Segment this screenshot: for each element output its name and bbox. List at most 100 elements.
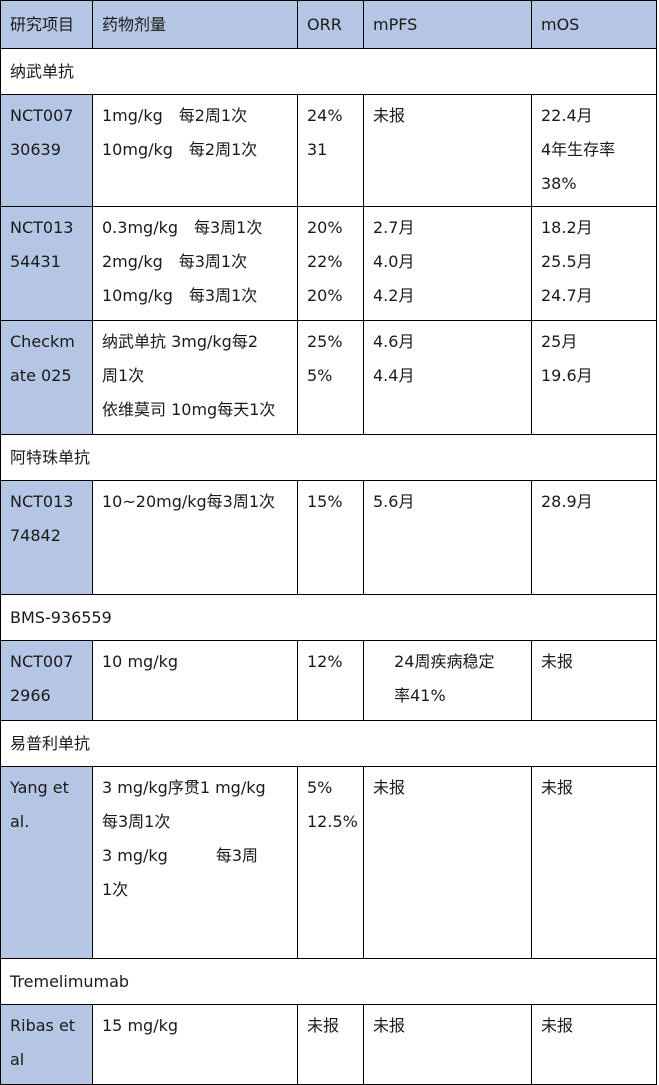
- orr-cell: 未报: [297, 1004, 364, 1085]
- mpfs-line: 2.7月: [373, 218, 415, 237]
- study-line: NCT007: [10, 652, 74, 671]
- table-row: Ribas et al 15 mg/kg 未报 未报 未报: [0, 1004, 657, 1085]
- mos-cell: 未报: [531, 640, 657, 721]
- mpfs-line: 4.4月: [373, 366, 415, 385]
- dose-cell: 15 mg/kg: [92, 1004, 298, 1085]
- mpfs-cell: 2.7月 4.0月 4.2月: [363, 206, 532, 321]
- study-cell: Yang et al.: [0, 766, 93, 959]
- orr-line: 24%: [307, 106, 343, 125]
- mpfs-cell: 未报: [363, 766, 532, 959]
- dose-line: 0.3mg/kg 每3周1次: [102, 218, 263, 237]
- orr-cell: 12%: [297, 640, 364, 721]
- group-row: 纳武单抗: [0, 48, 657, 95]
- dose-line: 10 mg/kg: [102, 652, 178, 671]
- table-row: NCT007 2966 10 mg/kg 12% 24周疾病稳定 率41% 未报: [0, 640, 657, 721]
- orr-line: 5%: [307, 366, 333, 385]
- study-cell: NCT013 74842: [0, 480, 93, 595]
- dose-cell: 纳武单抗 3mg/kg每2 周1次 依维莫司 10mg每天1次: [92, 320, 298, 435]
- mpfs-cell: 未报: [363, 94, 532, 207]
- mpfs-cell: 5.6月: [363, 480, 532, 595]
- mos-cell: 22.4月 4年生存率 38%: [531, 94, 657, 207]
- mos-line: 4年生存率: [541, 140, 616, 159]
- dose-cell: 0.3mg/kg 每3周1次 2mg/kg 每3周1次 10mg/kg 每3周1次: [92, 206, 298, 321]
- mpfs-line: 5.6月: [373, 492, 415, 511]
- mpfs-cell: 未报: [363, 1004, 532, 1085]
- dose-cell: 10 mg/kg: [92, 640, 298, 721]
- dose-line: 10mg/kg 每3周1次: [102, 286, 258, 305]
- mpfs-line: 未报: [373, 778, 406, 797]
- dose-line: 每3周1次: [102, 812, 171, 831]
- table-row: Yang et al. 3 mg/kg序贯1 mg/kg 每3周1次 3 mg/kg …: [0, 766, 657, 959]
- mos-line: 19.6月: [541, 366, 593, 385]
- orr-line: 31: [307, 140, 328, 159]
- study-line: Yang et: [10, 778, 69, 797]
- group-row: BMS-936559: [0, 594, 657, 641]
- study-cell: NCT007 2966: [0, 640, 93, 721]
- mos-line: 24.7月: [541, 286, 593, 305]
- dose-line: 10~20mg/kg每3周1次: [102, 492, 276, 511]
- study-line: 74842: [10, 526, 61, 545]
- orr-cell: 20% 22% 20%: [297, 206, 364, 321]
- mpfs-cell: 4.6月 4.4月: [363, 320, 532, 435]
- group-title: 易普利单抗: [0, 720, 657, 767]
- mpfs-cell: 24周疾病稳定 率41%: [363, 640, 532, 721]
- dose-cell: 3 mg/kg序贯1 mg/kg 每3周1次 3 mg/kg 每3周 1次: [92, 766, 298, 959]
- mos-cell: 未报: [531, 1004, 657, 1085]
- dose-line: 依维莫司 10mg每天1次: [102, 400, 276, 419]
- mpfs-line: 未报: [373, 1016, 406, 1035]
- study-line: ate 025: [10, 366, 72, 385]
- orr-cell: 24% 31: [297, 94, 364, 207]
- dose-line: 3 mg/kg序贯1 mg/kg: [102, 778, 266, 797]
- mos-cell: 25月 19.6月: [531, 320, 657, 435]
- orr-line: 12%: [307, 652, 343, 671]
- header-mos: mOS: [531, 0, 657, 49]
- mpfs-line: 24周疾病稳定: [373, 652, 495, 671]
- study-line: 2966: [10, 686, 51, 705]
- mos-cell: 未报: [531, 766, 657, 959]
- header-study: 研究项目: [0, 0, 93, 49]
- header-orr: ORR: [297, 0, 364, 49]
- table-row: NCT007 30639 1mg/kg 每2周1次 10mg/kg 每2周1次 24% 3…: [0, 94, 657, 207]
- dose-line: 1mg/kg 每2周1次: [102, 106, 248, 125]
- group-row: Tremelimumab: [0, 958, 657, 1005]
- study-cell: Checkm ate 025: [0, 320, 93, 435]
- dose-cell: 10~20mg/kg每3周1次: [92, 480, 298, 595]
- study-line: 54431: [10, 252, 61, 271]
- mos-line: 28.9月: [541, 492, 593, 511]
- study-line: NCT007: [10, 106, 74, 125]
- mos-line: 25.5月: [541, 252, 593, 271]
- orr-line: 未报: [307, 1016, 340, 1035]
- header-dose: 药物剂量: [92, 0, 298, 49]
- group-title: 纳武单抗: [0, 48, 657, 95]
- dose-line: 15 mg/kg: [102, 1016, 178, 1035]
- study-line: al.: [10, 812, 30, 831]
- dose-line: 1次: [102, 880, 129, 899]
- group-title: Tremelimumab: [0, 958, 657, 1005]
- dose-line: 纳武单抗 3mg/kg每2: [102, 332, 259, 351]
- study-cell: NCT007 30639: [0, 94, 93, 207]
- group-title: BMS-936559: [0, 594, 657, 641]
- orr-line: 25%: [307, 332, 343, 351]
- study-cell: Ribas et al: [0, 1004, 93, 1085]
- study-line: Checkm: [10, 332, 75, 351]
- orr-cell: 5% 12.5%: [297, 766, 364, 959]
- mos-line: 38%: [541, 174, 577, 193]
- study-line: Ribas et: [10, 1016, 76, 1035]
- mpfs-line: 未报: [373, 106, 406, 125]
- mos-line: 22.4月: [541, 106, 593, 125]
- orr-line: 20%: [307, 218, 343, 237]
- dose-line: 2mg/kg 每3周1次: [102, 252, 248, 271]
- orr-cell: 25% 5%: [297, 320, 364, 435]
- study-line: 30639: [10, 140, 61, 159]
- orr-line: 5%: [307, 778, 333, 797]
- orr-line: 15%: [307, 492, 343, 511]
- mos-line: 18.2月: [541, 218, 593, 237]
- study-line: NCT013: [10, 218, 74, 237]
- group-row: 阿特珠单抗: [0, 434, 657, 481]
- dose-line: 3 mg/kg 每3周: [102, 846, 259, 865]
- study-line: al: [10, 1050, 25, 1069]
- study-cell: NCT013 54431: [0, 206, 93, 321]
- mos-cell: 28.9月: [531, 480, 657, 595]
- mpfs-line: 4.0月: [373, 252, 415, 271]
